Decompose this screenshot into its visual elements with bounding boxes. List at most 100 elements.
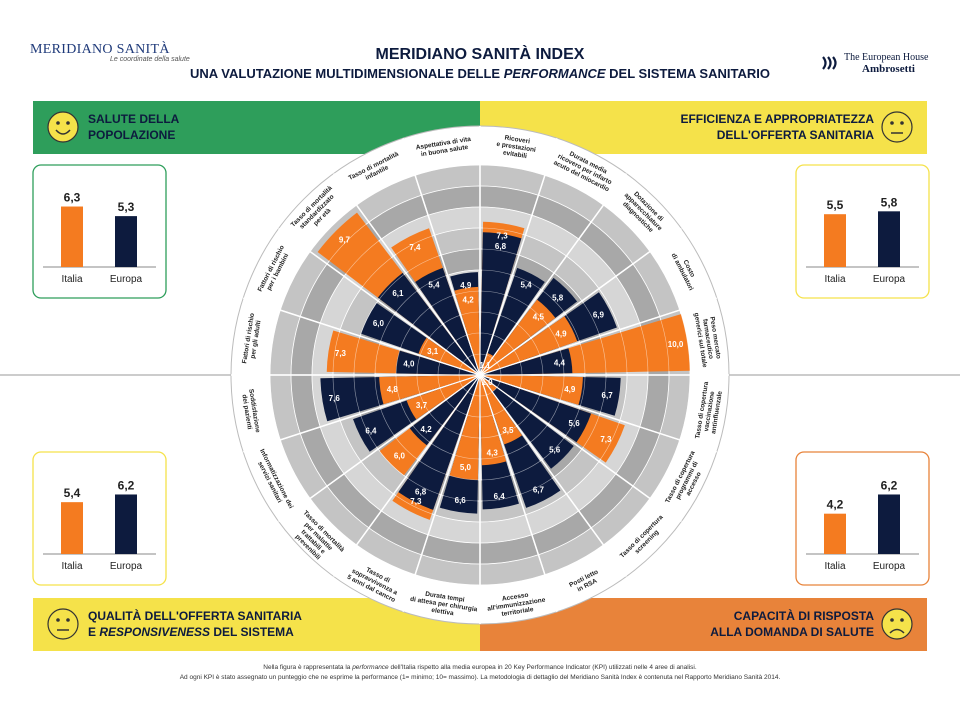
face-mouth xyxy=(55,129,71,135)
face-eye-left xyxy=(56,121,60,125)
value-label-europa-15: 4,4 xyxy=(554,358,566,367)
quadrant-title-tl-line1: SALUTE DELLA xyxy=(88,112,180,126)
face-eye-right xyxy=(66,618,70,622)
quadrant-title-tr-line2: DELL'OFFERTA SANITARIA xyxy=(717,128,875,142)
wedge-italia-17 xyxy=(480,299,556,375)
value-label-italia-15: 10,0 xyxy=(668,340,684,349)
minichart-box-br xyxy=(795,451,930,586)
value-label-europa-5: 7,6 xyxy=(329,394,341,403)
wedge-europa-12 xyxy=(480,375,574,469)
sector-divider-top xyxy=(479,309,680,376)
ambrosetti-mark-icon xyxy=(822,56,837,70)
value-label-italia-2: 9,7 xyxy=(339,235,351,244)
minichart-box-tr xyxy=(795,164,930,299)
footnote-em: performance xyxy=(352,664,389,671)
value-label-europa-14: 6,7 xyxy=(602,391,614,400)
sector-divider-top xyxy=(479,374,604,546)
minichart-label-europa-br: Europa xyxy=(873,561,906,572)
value-label-europa-19: 6,8 xyxy=(495,242,507,251)
wedge-europa-13 xyxy=(480,375,592,443)
face-mouth xyxy=(889,628,905,634)
minichart-bar-italia-br xyxy=(824,513,846,554)
wedge-europa-8 xyxy=(398,375,480,510)
kpi-label-line: elettiva xyxy=(431,607,455,617)
value-label-italia-7: 6,0 xyxy=(394,452,406,461)
value-label-italia-5: 4,8 xyxy=(387,385,399,394)
face-circle xyxy=(47,608,79,640)
value-label-europa-3: 6,0 xyxy=(373,319,385,328)
minichart-bar-europa-tr xyxy=(878,211,900,267)
value-label-italia-16: 4,9 xyxy=(555,330,567,339)
wedge-europa-18 xyxy=(480,267,545,375)
value-label-italia-10: 4,3 xyxy=(487,448,499,457)
wedge-italia-12 xyxy=(480,375,497,392)
value-label-europa-1: 5,4 xyxy=(428,281,440,290)
sector-divider-top xyxy=(479,175,546,376)
face-neutral-icon-bl xyxy=(47,608,79,640)
wedge-italia-6 xyxy=(406,375,480,420)
wedge-italia-5 xyxy=(379,375,480,405)
face-eye-right xyxy=(900,121,904,125)
polar-chart: 4,2 4,9 7,4 5,4 9,7 6,1 3,1 6,0 7,3 4,0 4,8 7,6 3,7 6… xyxy=(230,125,730,625)
sector-divider-top xyxy=(309,251,481,376)
wedge-europa-2 xyxy=(377,272,480,375)
quadrant-title-br-line1: CAPACITÀ DI RISPOSTA xyxy=(734,608,875,623)
minichart-label-italia-bl: Italia xyxy=(61,561,83,572)
ambrosetti-logo: The European House Ambrosetti xyxy=(820,52,928,75)
quadrant-title-tl-line2: POPOLAZIONE xyxy=(88,128,175,142)
kpi-label-line: Ricoveri xyxy=(504,134,531,145)
sector-divider-top xyxy=(479,251,651,376)
minichart-label-europa-bl: Europa xyxy=(110,561,143,572)
value-label-italia-4: 7,3 xyxy=(335,349,347,358)
subtitle-post: DEL SISTEMA SANITARIO xyxy=(605,66,770,81)
minichart-bar-italia-tr xyxy=(824,214,846,267)
wedge-italia-16 xyxy=(480,316,578,375)
sector-divider-top xyxy=(479,374,651,499)
value-label-europa-18: 5,4 xyxy=(520,281,532,290)
kpi-label-line: evitabili xyxy=(502,149,527,160)
footnote-line-1: Nella figura è rappresentata la performa… xyxy=(0,664,960,671)
sector-divider-top xyxy=(356,204,481,376)
footnote-post: dell'Italia rispetto alla media europea … xyxy=(388,664,697,671)
value-label-italia-8: 7,3 xyxy=(410,497,422,506)
minichart-bar-italia-bl xyxy=(61,502,83,554)
value-label-italia-9: 5,0 xyxy=(460,463,472,472)
value-label-europa-7: 4,2 xyxy=(421,425,433,434)
wedge-italia-9 xyxy=(449,375,480,480)
wedge-italia-11 xyxy=(480,375,523,445)
value-label-europa-10: 6,4 xyxy=(494,492,506,501)
quadrant-title-bl-pre: E xyxy=(88,625,99,639)
sector-divider-top xyxy=(479,374,546,575)
footnote-pre: Nella figura è rappresentata la xyxy=(263,664,353,671)
minichart-bar-europa-bl xyxy=(115,494,137,554)
value-label-europa-13: 5,6 xyxy=(569,419,581,428)
value-label-italia-6: 3,7 xyxy=(416,401,428,410)
face-happy-icon-tl xyxy=(47,111,79,143)
sector-divider-top xyxy=(309,374,481,499)
minichart-bar-europa-tl xyxy=(115,216,137,267)
minichart-value-europa-bl: 6,2 xyxy=(118,478,135,492)
minichart-value-italia-br: 4,2 xyxy=(827,498,844,512)
wedge-europa-15 xyxy=(480,348,573,375)
sector-divider-top xyxy=(479,204,604,376)
minichart-bar-italia-tl xyxy=(61,206,83,267)
meridiano-tagline: Le coordinate della salute xyxy=(110,56,190,63)
face-eye-right xyxy=(66,121,70,125)
minichart-value-italia-tr: 5,5 xyxy=(827,198,844,212)
minichart-label-italia-br: Italia xyxy=(824,561,846,572)
sector-divider-top xyxy=(414,175,481,376)
value-label-italia-11: 3,5 xyxy=(502,426,514,435)
minichart-value-europa-tl: 5,3 xyxy=(118,200,135,214)
value-label-italia-19: 7,3 xyxy=(497,231,509,240)
value-label-italia-0: 4,2 xyxy=(463,296,475,305)
minichart-label-europa-tl: Europa xyxy=(110,274,143,285)
wedge-italia-14 xyxy=(480,375,583,405)
quadrant-title-bl-post: DEL SISTEMA xyxy=(210,625,294,639)
sector-divider-top xyxy=(280,309,481,376)
meridiano-logo: MERIDIANO SANITÀ Le coordinate della sal… xyxy=(30,42,190,63)
wedge-italia-0 xyxy=(454,286,480,375)
sector-divider-top xyxy=(414,374,481,575)
face-circle xyxy=(881,608,913,640)
